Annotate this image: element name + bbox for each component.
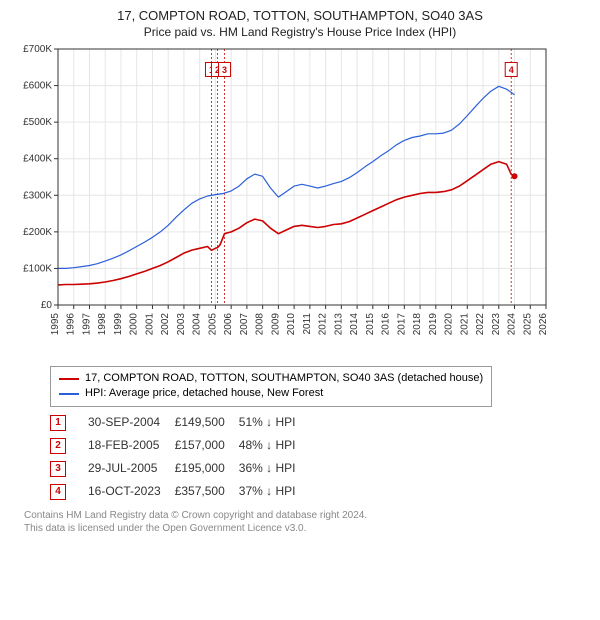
y-tick-label: £100K [23, 263, 52, 274]
x-tick-label: 2025 [522, 313, 533, 336]
legend-row: HPI: Average price, detached house, New … [59, 386, 483, 401]
x-tick-label: 2001 [144, 313, 155, 336]
title-subtitle: Price paid vs. HM Land Registry's House … [12, 25, 588, 39]
chart: £0 £100K £200K £300K £400K £500K £600K £700K 199… [12, 45, 588, 360]
tx-delta: 51% ↓ HPI [239, 411, 310, 434]
legend: 17, COMPTON ROAD, TOTTON, SOUTHAMPTON, S… [50, 366, 492, 407]
x-tick-label: 2000 [129, 313, 140, 336]
tx-date: 16-OCT-2023 [88, 480, 175, 503]
tx-price: £149,500 [175, 411, 239, 434]
tx-date: 18-FEB-2005 [88, 434, 175, 457]
x-tick-label: 2022 [475, 313, 486, 336]
x-tick-label: 2013 [333, 313, 344, 336]
tx-marker: 1 [50, 415, 66, 431]
marker-label: 3 [222, 65, 227, 75]
y-tick-label: £200K [23, 227, 52, 238]
x-tick-label: 2002 [160, 313, 171, 336]
x-tick-label: 2015 [365, 313, 376, 336]
x-tick-label: 1996 [66, 313, 77, 336]
x-tick-label: 1997 [81, 313, 92, 336]
y-tick-label: £400K [23, 154, 52, 165]
x-tick-label: 2018 [412, 313, 423, 336]
x-tick-label: 2012 [318, 313, 329, 336]
tx-date: 29-JUL-2005 [88, 457, 175, 480]
footer-line-2: This data is licensed under the Open Gov… [24, 522, 588, 535]
y-tick-label: £600K [23, 81, 52, 92]
x-tick-label: 2006 [223, 313, 234, 336]
transactions-table: 1 30-SEP-2004£149,50051% ↓ HPI 2 18-FEB-200… [50, 411, 309, 503]
x-tick-label: 2016 [381, 313, 392, 336]
x-tick-label: 2014 [349, 313, 360, 336]
legend-swatch [59, 393, 79, 395]
x-tick-label: 2009 [270, 313, 281, 336]
titles: 17, COMPTON ROAD, TOTTON, SOUTHAMPTON, S… [12, 8, 588, 39]
marker-label: 4 [509, 65, 514, 75]
x-tick-label: 2020 [444, 313, 455, 336]
x-tick-label: 2026 [538, 313, 549, 336]
x-tick-label: 2011 [302, 313, 313, 335]
x-tick-label: 2017 [396, 313, 407, 336]
table-row: 2 18-FEB-2005£157,00048% ↓ HPI [50, 434, 309, 457]
tx-marker: 3 [50, 461, 66, 477]
x-tick-label: 2008 [255, 313, 266, 336]
y-tick-label: £300K [23, 190, 52, 201]
x-tick-label: 1995 [50, 313, 61, 336]
title-address: 17, COMPTON ROAD, TOTTON, SOUTHAMPTON, S… [12, 8, 588, 23]
legend-label: 17, COMPTON ROAD, TOTTON, SOUTHAMPTON, S… [85, 371, 483, 386]
tx-delta: 48% ↓ HPI [239, 434, 310, 457]
table-row: 4 16-OCT-2023£357,50037% ↓ HPI [50, 480, 309, 503]
x-tick-label: 2004 [192, 313, 203, 336]
x-tick-label: 2003 [176, 313, 187, 336]
tx-date: 30-SEP-2004 [88, 411, 175, 434]
tx-marker: 2 [50, 438, 66, 454]
table-row: 1 30-SEP-2004£149,50051% ↓ HPI [50, 411, 309, 434]
x-tick-label: 2005 [207, 313, 218, 336]
legend-swatch [59, 378, 79, 380]
tx-delta: 36% ↓ HPI [239, 457, 310, 480]
x-tick-label: 2024 [507, 313, 518, 336]
tx-price: £157,000 [175, 434, 239, 457]
legend-row: 17, COMPTON ROAD, TOTTON, SOUTHAMPTON, S… [59, 371, 483, 386]
y-tick-label: £500K [23, 117, 52, 128]
footer-line-1: Contains HM Land Registry data © Crown c… [24, 509, 588, 522]
x-tick-label: 2010 [286, 313, 297, 336]
x-tick-label: 1999 [113, 313, 124, 336]
chart-container: 17, COMPTON ROAD, TOTTON, SOUTHAMPTON, S… [0, 0, 600, 543]
x-tick-label: 2023 [491, 313, 502, 336]
x-tick-label: 2021 [459, 313, 470, 336]
y-tick-label: £700K [23, 45, 52, 55]
x-tick-label: 1998 [97, 313, 108, 336]
footer: Contains HM Land Registry data © Crown c… [24, 509, 588, 535]
tx-price: £195,000 [175, 457, 239, 480]
tx-marker: 4 [50, 484, 66, 500]
legend-label: HPI: Average price, detached house, New … [85, 386, 323, 401]
x-tick-label: 2007 [239, 313, 250, 336]
x-tick-label: 2019 [428, 313, 439, 336]
table-row: 3 29-JUL-2005£195,00036% ↓ HPI [50, 457, 309, 480]
tx-price: £357,500 [175, 480, 239, 503]
y-tick-label: £0 [41, 300, 53, 311]
tx-delta: 37% ↓ HPI [239, 480, 310, 503]
chart-svg: £0 £100K £200K £300K £400K £500K £600K £700K 199… [12, 45, 552, 355]
